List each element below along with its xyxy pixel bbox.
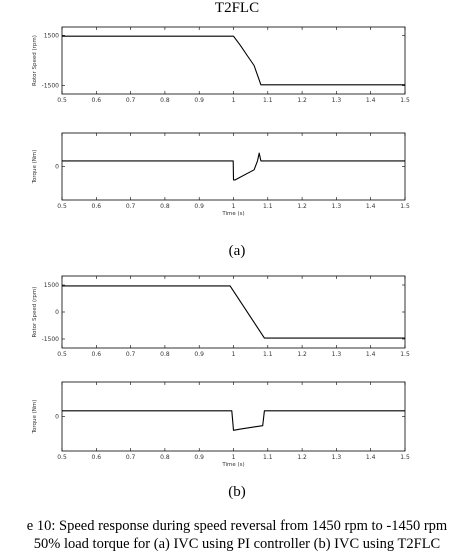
x-tick-label: 1.1 [263, 97, 273, 104]
x-tick-label: 1 [232, 454, 236, 461]
x-tick-label: 0.7 [126, 351, 136, 358]
chart-panel-3: 0.5 0.6 0.7 0.8 0.9 1 1.1 1.2 1.3 1.4 1.5 1500 0 -150… [32, 275, 410, 358]
chart-panel-1: 0.5 0.6 0.7 0.8 0.9 1 1.1 1.2 1.3 1.4 1.5 1500 -1500… [32, 26, 410, 104]
y-axis-label: Torque (Nm) [32, 400, 38, 435]
x-tick-label: 1.1 [263, 454, 273, 461]
y-axis-label: Rotor Speed (rpm) [32, 35, 38, 86]
x-tick-label: 0.8 [160, 454, 170, 461]
x-tick-label: 0.9 [194, 454, 204, 461]
x-tick-label: 0.9 [194, 351, 204, 358]
y-tick-label: 0 [55, 414, 59, 421]
x-tick-label: 1.4 [366, 203, 376, 210]
x-tick-label: 0.7 [126, 97, 136, 104]
y-tick-label: 1500 [44, 282, 59, 289]
x-tick-label: 1.4 [366, 97, 376, 104]
x-tick-label: 0.6 [92, 454, 102, 461]
x-tick-label: 0.9 [194, 203, 204, 210]
caption-line-2: 50% load torque for (a) IVC using PI con… [33, 536, 441, 552]
x-tick-label: 1.5 [400, 454, 410, 461]
x-axis-label: Time (s) [221, 211, 244, 217]
x-tick-label: 0.5 [57, 97, 67, 104]
x-tick-label: 1.2 [297, 97, 307, 104]
y-tick-label: 1500 [44, 32, 59, 39]
x-tick-label: 0.6 [92, 97, 102, 104]
chart-panel-4: 0.5 0.6 0.7 0.8 0.9 1 1.1 1.2 1.3 1.4 1.5 0 Torque (… [32, 381, 410, 468]
x-tick-label: 1.2 [297, 203, 307, 210]
x-tick-label: 0.6 [92, 351, 102, 358]
x-tick-label: 1.3 [332, 97, 342, 104]
x-tick-label: 0.5 [57, 454, 67, 461]
y-tick-label: -1500 [42, 83, 60, 90]
y-axis-label: Torque (Nm) [32, 150, 38, 185]
x-tick-label: 0.7 [126, 454, 136, 461]
x-tick-label: 1.5 [400, 203, 410, 210]
chart-panel-2: 0.5 0.6 0.7 0.8 0.9 1 1.1 1.2 1.3 1.4 1.5 0 Torque (… [32, 132, 410, 217]
series-line-1 [62, 285, 405, 339]
series-line-1 [62, 35, 405, 86]
x-tick-label: 1.4 [366, 454, 376, 461]
y-tick-label: 0 [55, 309, 59, 316]
x-tick-label: 1.2 [297, 351, 307, 358]
series-line-1 [62, 152, 405, 181]
x-tick-label: 1 [232, 203, 236, 210]
x-tick-label: 0.5 [57, 351, 67, 358]
subfigure-label-a: (a) [228, 243, 246, 259]
series-line-1 [62, 410, 405, 431]
y-tick-label: -1500 [42, 336, 60, 343]
x-tick-label: 1.5 [400, 351, 410, 358]
x-tick-label: 1.4 [366, 351, 376, 358]
x-tick-label: 0.5 [57, 203, 67, 210]
y-axis-label: Rotor Speed (rpm) [32, 287, 38, 338]
x-tick-label: 1.2 [297, 454, 307, 461]
x-tick-label: 1.3 [332, 351, 342, 358]
x-tick-label: 1.1 [263, 351, 273, 358]
x-tick-label: 1.3 [332, 454, 342, 461]
x-tick-label: 1 [232, 97, 236, 104]
caption-line-1: e 10: Speed response during speed revers… [26, 518, 448, 534]
x-tick-label: 1 [232, 351, 236, 358]
plot-frame [61, 275, 406, 349]
figure-top-title: T2FLC [214, 0, 260, 16]
y-tick-label: 0 [55, 164, 59, 171]
x-tick-label: 0.8 [160, 203, 170, 210]
x-tick-label: 0.7 [126, 203, 136, 210]
x-tick-label: 1.5 [400, 97, 410, 104]
x-tick-label: 0.8 [160, 351, 170, 358]
subfigure-label-b: (b) [228, 484, 246, 500]
x-tick-label: 1.3 [332, 203, 342, 210]
x-axis-label: Time (s) [221, 462, 244, 468]
x-tick-label: 0.9 [194, 97, 204, 104]
x-tick-label: 0.6 [92, 203, 102, 210]
plot-frame [61, 381, 406, 452]
x-tick-label: 0.8 [160, 97, 170, 104]
x-tick-label: 1.1 [263, 203, 273, 210]
